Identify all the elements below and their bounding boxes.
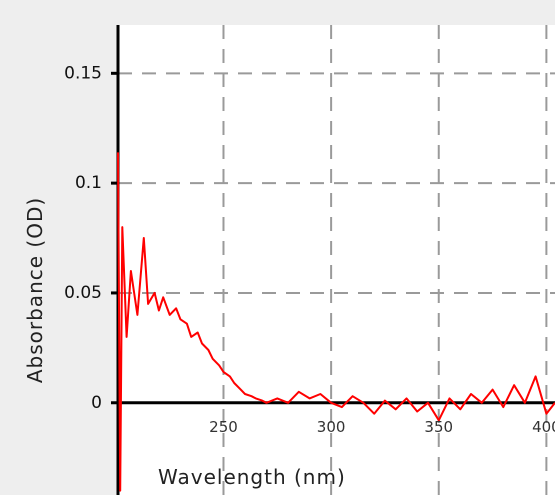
y-tick-label-0.05: 0.05 <box>64 283 102 303</box>
x-tick-label-350: 350 <box>424 418 453 436</box>
x-axis-title: Wavelength (nm) <box>158 465 346 489</box>
x-tick-label-250: 250 <box>209 418 238 436</box>
series-line-0 <box>117 152 555 492</box>
x-tick-label-400: 400 <box>532 418 555 436</box>
labels: Wavelength (nm) Absorbance (OD) 250 300 35… <box>23 63 555 489</box>
series-layer <box>117 152 555 492</box>
grid <box>118 25 555 495</box>
y-axis-title: Absorbance (OD) <box>23 197 47 383</box>
x-tick-label-300: 300 <box>317 418 346 436</box>
y-tick-label-0: 0 <box>91 393 102 413</box>
y-tick-label-0.15: 0.15 <box>64 63 102 83</box>
plot-background <box>118 25 555 495</box>
y-tick-label-0.1: 0.1 <box>75 173 102 193</box>
